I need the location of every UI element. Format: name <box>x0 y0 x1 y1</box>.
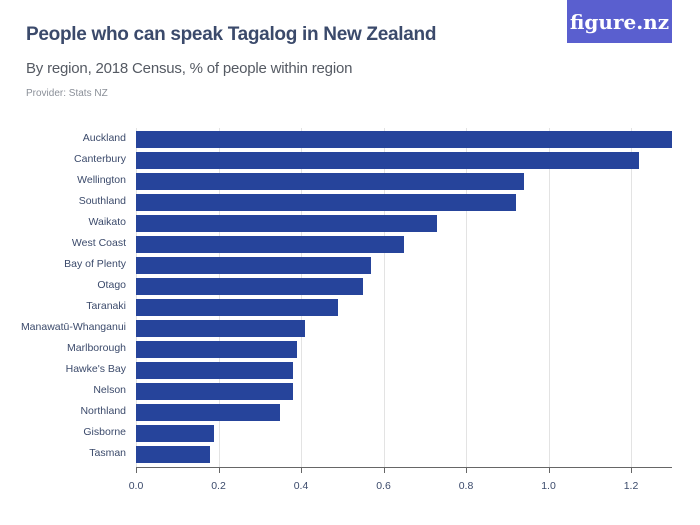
category-label: Auckland <box>82 132 126 144</box>
bar[interactable] <box>136 320 306 337</box>
x-tick <box>548 467 550 473</box>
bar[interactable] <box>136 236 405 253</box>
category-label: Bay of Plenty <box>64 258 126 270</box>
gridline <box>466 128 467 468</box>
x-tick-label: 1.2 <box>623 480 639 492</box>
category-label: Southland <box>78 195 126 207</box>
x-tick <box>301 467 302 473</box>
category-label: Waikato <box>88 216 126 228</box>
bar[interactable] <box>136 383 293 400</box>
provider-note: Provider: Stats NZ <box>26 88 108 99</box>
x-tick-label: 0.6 <box>376 480 391 492</box>
category-label: Tasman <box>89 447 126 459</box>
bar[interactable] <box>136 215 438 232</box>
category-label: Taranaki <box>86 300 126 312</box>
category-label: Manawatū-Whanganui <box>20 321 126 333</box>
bar[interactable] <box>136 173 524 190</box>
gridline <box>301 128 302 468</box>
x-tick-label: 0.2 <box>211 480 226 492</box>
gridline <box>631 128 632 468</box>
chart-title: People who can speak Tagalog in New Zeal… <box>26 24 437 45</box>
x-tick <box>631 467 632 473</box>
bar[interactable] <box>136 446 211 463</box>
category-label: Canterbury <box>74 153 126 165</box>
chart-subtitle: By region, 2018 Census, % of people with… <box>26 60 353 77</box>
category-label: Northland <box>80 405 126 417</box>
bar[interactable] <box>136 257 372 274</box>
x-tick-label: 1.0 <box>541 480 556 492</box>
x-tick <box>466 467 467 473</box>
category-label: Gisborne <box>83 426 126 438</box>
x-tick-label: 0.4 <box>293 480 309 492</box>
x-tick-label: 0.8 <box>458 480 474 492</box>
category-label: Otago <box>97 279 126 291</box>
category-label: Hawke's Bay <box>65 363 126 375</box>
x-tick <box>218 467 220 473</box>
bar[interactable] <box>136 194 516 211</box>
gridline <box>136 128 137 468</box>
bar[interactable] <box>136 299 339 316</box>
bar[interactable] <box>136 278 363 295</box>
category-label: West Coast <box>71 237 126 249</box>
gridline <box>548 128 550 468</box>
category-label: Marlborough <box>67 342 126 354</box>
x-tick <box>383 467 385 473</box>
x-tick <box>136 467 137 473</box>
bar[interactable] <box>136 404 281 421</box>
x-axis-line <box>136 467 672 468</box>
figure-nz-logo[interactable]: figure.nz <box>567 0 672 43</box>
bar[interactable] <box>136 362 293 379</box>
gridline <box>218 128 220 468</box>
plot-area <box>136 128 672 468</box>
bar[interactable] <box>136 152 640 169</box>
gridline <box>383 128 385 468</box>
x-tick-label: 0.0 <box>128 480 144 492</box>
bar[interactable] <box>136 425 215 442</box>
category-label: Wellington <box>77 174 126 186</box>
category-label: Nelson <box>93 384 126 396</box>
bar[interactable] <box>136 131 672 148</box>
bar[interactable] <box>136 341 297 358</box>
